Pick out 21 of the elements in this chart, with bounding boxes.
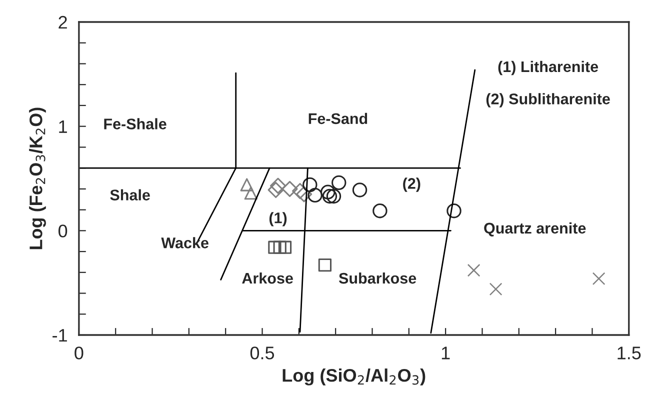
x-axis-title: Log (SiO$_{2}$/Al$_{2}$O$_{3}$) <box>282 368 426 386</box>
y-tick-label: 0 <box>58 224 68 238</box>
annotation: Subarkose <box>338 272 416 284</box>
annotation: (1) <box>269 212 287 226</box>
annotation: (1) Litharenite <box>498 60 598 76</box>
annotation: (2) <box>403 178 420 192</box>
y-tick-label: 2 <box>58 16 67 29</box>
annotation: Wacke <box>161 237 208 248</box>
annotation: Quartz arenite <box>484 222 586 236</box>
annotation: Fe-Sand <box>308 112 368 124</box>
x-tick-label: 0.5 <box>250 346 274 360</box>
annotation: Fe-Shale <box>104 118 166 130</box>
annotation: (2) Sublitharenite <box>486 93 610 108</box>
x-tick-label: 0 <box>74 346 84 360</box>
y-tick-label: 1 <box>59 120 67 133</box>
x-tick-label: 1.5 <box>618 346 641 360</box>
x-tick-label: 1 <box>442 346 450 360</box>
y-tick-label: -1 <box>52 329 67 342</box>
y-axis-title: Log (Fe$_{2}$O$_{3}$/K$_{2}$O) <box>29 108 46 250</box>
annotation: Shale <box>110 189 150 200</box>
annotation: Arkose <box>242 272 293 284</box>
